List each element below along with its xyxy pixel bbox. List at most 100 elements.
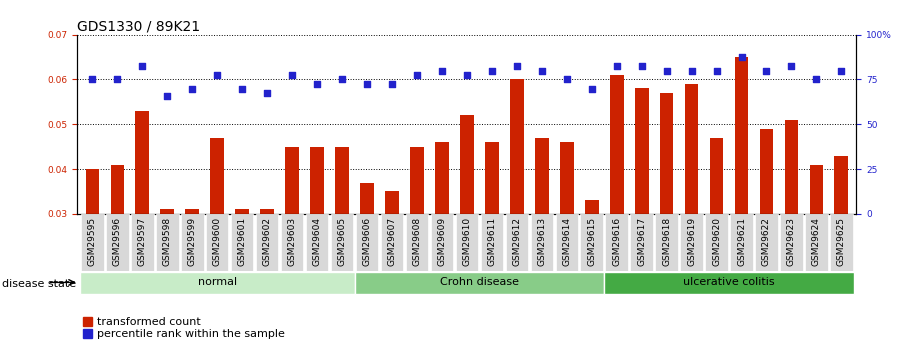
Bar [510, 79, 524, 214]
Bar [311, 147, 324, 214]
Text: GSM29607: GSM29607 [387, 217, 396, 266]
Point [210, 72, 224, 78]
Text: GSM29600: GSM29600 [213, 217, 221, 266]
Text: GSM29614: GSM29614 [562, 217, 571, 266]
FancyBboxPatch shape [131, 214, 154, 271]
FancyBboxPatch shape [556, 214, 578, 271]
Text: GSM29625: GSM29625 [837, 217, 845, 266]
Bar [535, 138, 548, 214]
Bar [86, 169, 99, 214]
Point [485, 69, 499, 74]
FancyBboxPatch shape [580, 214, 603, 271]
Text: GSM29623: GSM29623 [787, 217, 796, 266]
Text: GSM29617: GSM29617 [637, 217, 646, 266]
FancyBboxPatch shape [755, 214, 778, 271]
FancyBboxPatch shape [356, 214, 378, 271]
FancyBboxPatch shape [405, 214, 428, 271]
FancyBboxPatch shape [354, 272, 604, 294]
FancyBboxPatch shape [456, 214, 478, 271]
Text: ulcerative colitis: ulcerative colitis [683, 277, 775, 287]
Point [360, 81, 374, 87]
FancyBboxPatch shape [780, 214, 803, 271]
Bar [734, 57, 748, 214]
Bar [810, 165, 824, 214]
Point [784, 63, 799, 69]
FancyBboxPatch shape [604, 272, 854, 294]
Text: GSM29610: GSM29610 [463, 217, 471, 266]
Text: GSM29601: GSM29601 [238, 217, 247, 266]
FancyBboxPatch shape [156, 214, 179, 271]
Point [660, 69, 674, 74]
Text: GSM29599: GSM29599 [188, 217, 197, 266]
Point [834, 69, 849, 74]
Point [310, 81, 324, 87]
Text: GSM29606: GSM29606 [363, 217, 372, 266]
Text: GSM29611: GSM29611 [487, 217, 496, 266]
FancyBboxPatch shape [655, 214, 678, 271]
FancyBboxPatch shape [107, 214, 128, 271]
Point [384, 81, 399, 87]
FancyBboxPatch shape [731, 214, 752, 271]
Text: disease state: disease state [2, 279, 76, 288]
FancyBboxPatch shape [606, 214, 628, 271]
Bar [560, 142, 574, 214]
FancyBboxPatch shape [331, 214, 353, 271]
FancyBboxPatch shape [431, 214, 453, 271]
Text: GSM29608: GSM29608 [413, 217, 422, 266]
Bar [660, 93, 673, 214]
Point [435, 69, 449, 74]
Point [160, 93, 175, 99]
Text: GSM29615: GSM29615 [588, 217, 596, 266]
Bar [685, 84, 699, 214]
Point [285, 72, 300, 78]
Text: GSM29613: GSM29613 [537, 217, 547, 266]
Point [585, 87, 599, 92]
Bar [585, 200, 599, 214]
FancyBboxPatch shape [81, 214, 104, 271]
FancyBboxPatch shape [256, 214, 279, 271]
Point [634, 63, 649, 69]
FancyBboxPatch shape [630, 214, 653, 271]
Text: GSM29598: GSM29598 [163, 217, 172, 266]
Point [684, 69, 699, 74]
Bar [635, 88, 649, 214]
FancyBboxPatch shape [530, 214, 553, 271]
Text: GSM29602: GSM29602 [262, 217, 271, 266]
Point [535, 69, 549, 74]
Point [110, 77, 125, 82]
Bar [335, 147, 349, 214]
FancyBboxPatch shape [681, 214, 702, 271]
Text: GSM29616: GSM29616 [612, 217, 621, 266]
Point [809, 77, 824, 82]
Text: GSM29624: GSM29624 [812, 217, 821, 266]
Text: Crohn disease: Crohn disease [440, 277, 519, 287]
Text: GSM29596: GSM29596 [113, 217, 122, 266]
Bar [460, 115, 474, 214]
Bar [435, 142, 449, 214]
FancyBboxPatch shape [705, 214, 728, 271]
FancyBboxPatch shape [381, 214, 404, 271]
FancyBboxPatch shape [805, 214, 827, 271]
Bar [710, 138, 723, 214]
Point [334, 77, 349, 82]
Bar [186, 209, 200, 214]
Bar [784, 120, 798, 214]
Legend: transformed count, percentile rank within the sample: transformed count, percentile rank withi… [83, 317, 285, 339]
Point [559, 77, 574, 82]
Point [759, 69, 773, 74]
Bar [235, 209, 249, 214]
Text: GDS1330 / 89K21: GDS1330 / 89K21 [77, 19, 200, 33]
Point [85, 77, 99, 82]
Bar [261, 209, 274, 214]
Point [135, 63, 149, 69]
Bar [110, 165, 124, 214]
Point [260, 90, 274, 96]
Text: GSM29605: GSM29605 [338, 217, 346, 266]
Text: GSM29597: GSM29597 [138, 217, 147, 266]
FancyBboxPatch shape [80, 272, 354, 294]
Bar [360, 183, 374, 214]
Text: normal: normal [198, 277, 237, 287]
FancyBboxPatch shape [306, 214, 328, 271]
Bar [285, 147, 299, 214]
Bar [609, 75, 623, 214]
